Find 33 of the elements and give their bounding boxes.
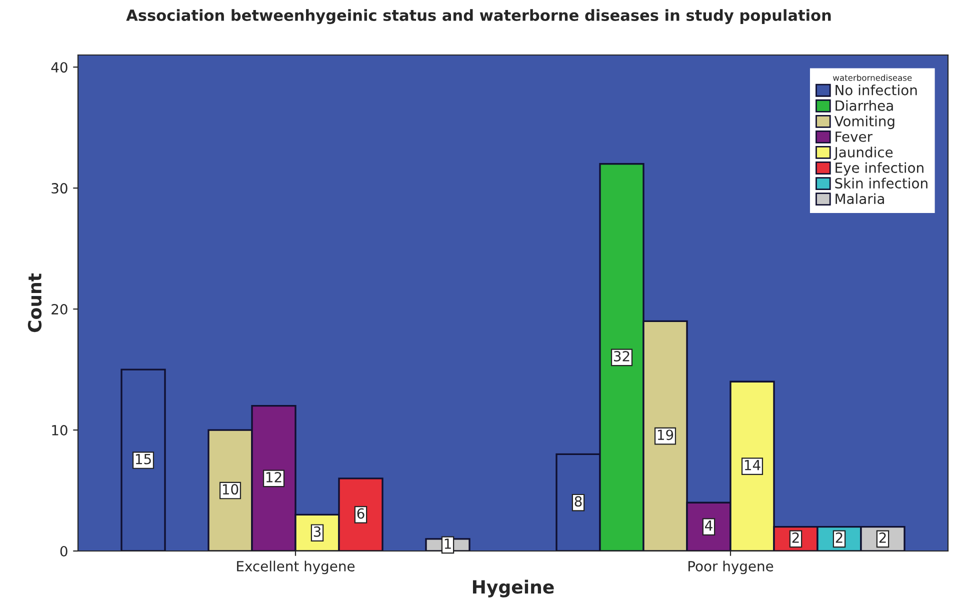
legend-label: Diarrhea [836, 100, 893, 111]
data-label: 4 [705, 520, 712, 531]
y-axis-title: Count [28, 273, 42, 332]
legend-label: Vomiting [834, 116, 894, 130]
data-label: 32 [614, 350, 630, 362]
data-label: 2 [836, 532, 842, 543]
x-tick-label: Poor hygene [688, 560, 774, 574]
data-label: 14 [744, 460, 760, 470]
legend-label: Eye infection [836, 162, 924, 176]
data-label: 8 [574, 496, 582, 507]
legend-label: No infection [836, 84, 917, 96]
legend-label: Jaundice [834, 146, 893, 160]
y-tick-label: 20 [52, 304, 68, 315]
data-label: 19 [658, 430, 674, 440]
y-tick-label: 0 [60, 546, 68, 556]
x-tick-label: Excellent hygene [237, 560, 355, 574]
data-label: 3 [314, 526, 321, 537]
data-label: 1 [444, 538, 451, 549]
data-label: 15 [136, 454, 151, 464]
x-axis-title: Hygeine [472, 580, 554, 598]
y-tick-label: 40 [51, 62, 68, 73]
chart-title: Association betweenhygeinic status and waterborne diseases in study population [126, 9, 831, 24]
legend-title: waterbornedisease [833, 74, 912, 81]
data-label: 6 [357, 508, 364, 519]
data-label: 2 [792, 532, 799, 543]
data-label: 2 [879, 532, 886, 543]
y-tick-label: 10 [52, 424, 68, 436]
legend-label: Skin infection [835, 178, 928, 189]
data-label: 10 [222, 484, 238, 495]
legend-label: Malaria [836, 193, 884, 204]
legend-label: Fever [836, 132, 873, 142]
y-tick-label: 30 [52, 183, 68, 194]
data-label: 12 [266, 472, 282, 482]
